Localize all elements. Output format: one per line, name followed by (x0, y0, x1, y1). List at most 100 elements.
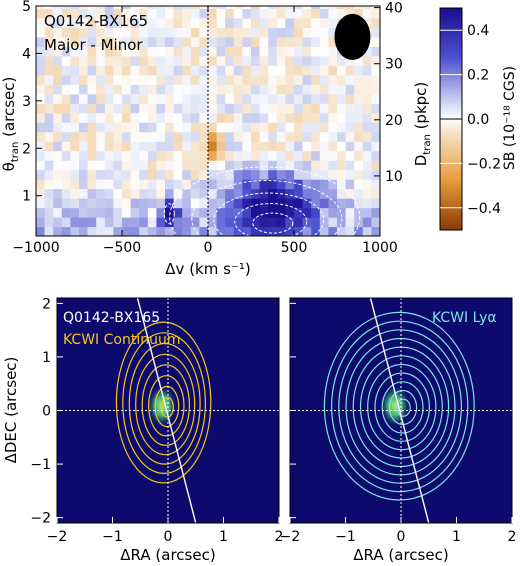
x-tick-label: 2 (275, 529, 284, 545)
sb-cell (276, 84, 286, 95)
sb-cell (337, 122, 347, 133)
sb-cell (44, 103, 54, 114)
sb-cell (44, 17, 54, 28)
sb-cell (259, 6, 269, 9)
sb-cell (337, 65, 347, 76)
sb-cell (302, 150, 312, 161)
sb-cell (182, 188, 192, 199)
sb-cell (276, 207, 286, 218)
sb-cell (285, 169, 295, 180)
sb-cell (199, 226, 209, 236)
sb-cell (251, 46, 261, 57)
sb-cell (371, 55, 380, 66)
sb-cell (113, 150, 123, 161)
sb-cell (182, 65, 192, 76)
sb-cell (96, 131, 106, 142)
sb-cell (345, 207, 355, 218)
sb-cell (302, 198, 312, 209)
sb-cell (122, 55, 132, 66)
sb-cell (319, 55, 329, 66)
sb-cell (53, 226, 63, 236)
sb-cell (319, 6, 329, 9)
sb-cell (96, 27, 106, 38)
sb-cell (328, 8, 338, 19)
sb-cell (259, 36, 269, 47)
colorbar-tick-label: −0.2 (467, 156, 501, 172)
sb-cell (44, 188, 54, 199)
sb-cell (44, 84, 54, 95)
sb-cell (208, 131, 218, 142)
sb-cell (139, 131, 149, 142)
sb-cell (328, 226, 338, 236)
sb-cell (242, 112, 252, 123)
sb-cell (199, 112, 209, 123)
sb-cell (173, 103, 183, 114)
sb-cell (225, 36, 235, 47)
sb-cell (70, 36, 80, 47)
sb-cell (156, 160, 166, 171)
sb-cell (122, 103, 132, 114)
sb-cell (302, 131, 312, 142)
sb-cell (87, 122, 97, 133)
sb-cell (113, 122, 123, 133)
sb-cell (345, 112, 355, 123)
sb-cell (190, 74, 200, 85)
continuum-panel: −2 −1 0 1 2 −2 −1 0 1 2 Q0142-BX165 KCWI Continu… (2, 296, 283, 564)
sb-cell (96, 141, 106, 152)
sb-cell (311, 8, 321, 19)
sb-cell (36, 46, 46, 57)
sb-cell (104, 226, 114, 236)
sb-cell (122, 169, 132, 180)
sb-cell (147, 179, 157, 190)
sb-cell (225, 55, 235, 66)
sb-cell (139, 122, 149, 133)
sb-cell (36, 6, 46, 9)
sb-cell (345, 6, 355, 9)
sb-cell (208, 198, 218, 209)
sb-cell (70, 122, 80, 133)
sb-cell (79, 160, 89, 171)
sb-cell (113, 46, 123, 57)
sb-cell (199, 36, 209, 47)
sb-cell (251, 122, 261, 133)
continuum-x-ticks: −2 −1 0 1 2 (47, 517, 284, 545)
sb-cell (311, 103, 321, 114)
sb-cell (311, 84, 321, 95)
sb-cell (242, 27, 252, 38)
sb-cell (113, 160, 123, 171)
sb-cell (61, 65, 71, 76)
sb-cell (147, 36, 157, 47)
sb-cell (44, 150, 54, 161)
x-tick-label: −1 (335, 529, 356, 545)
sb-cell (165, 84, 175, 95)
sb-cell (362, 65, 372, 76)
sb-cell (182, 141, 192, 152)
sb-cell (242, 160, 252, 171)
x-tick-label: 1 (452, 529, 461, 545)
sb-cell (70, 169, 80, 180)
sb-cell (165, 6, 175, 9)
sb-cell (208, 8, 218, 19)
sb-cell (268, 112, 278, 123)
sb-cell (122, 131, 132, 142)
sb-cell (122, 65, 132, 76)
sb-cell (130, 65, 140, 76)
colorbar-tick-label: −0.4 (467, 201, 501, 217)
sb-cell (259, 198, 269, 209)
sb-cell (328, 131, 338, 142)
sb-cell (371, 141, 380, 152)
sb-cell (268, 46, 278, 57)
sb-cell (199, 84, 209, 95)
top-x-ticks: −1000 −500 0 500 1000 (12, 6, 398, 256)
lya-x-ticks: −2 −1 0 1 2 (280, 517, 516, 545)
sb-cell (294, 160, 304, 171)
sb-cell (139, 8, 149, 19)
top-x-label: Δv (km s⁻¹) (165, 260, 250, 278)
sb-cell (79, 84, 89, 95)
sb-cell (319, 84, 329, 95)
sb-cell (199, 131, 209, 142)
continuum-x-label: ΔRA (arcsec) (120, 546, 215, 564)
sb-cell (87, 150, 97, 161)
sb-cell (259, 84, 269, 95)
sb-cell (276, 6, 286, 9)
